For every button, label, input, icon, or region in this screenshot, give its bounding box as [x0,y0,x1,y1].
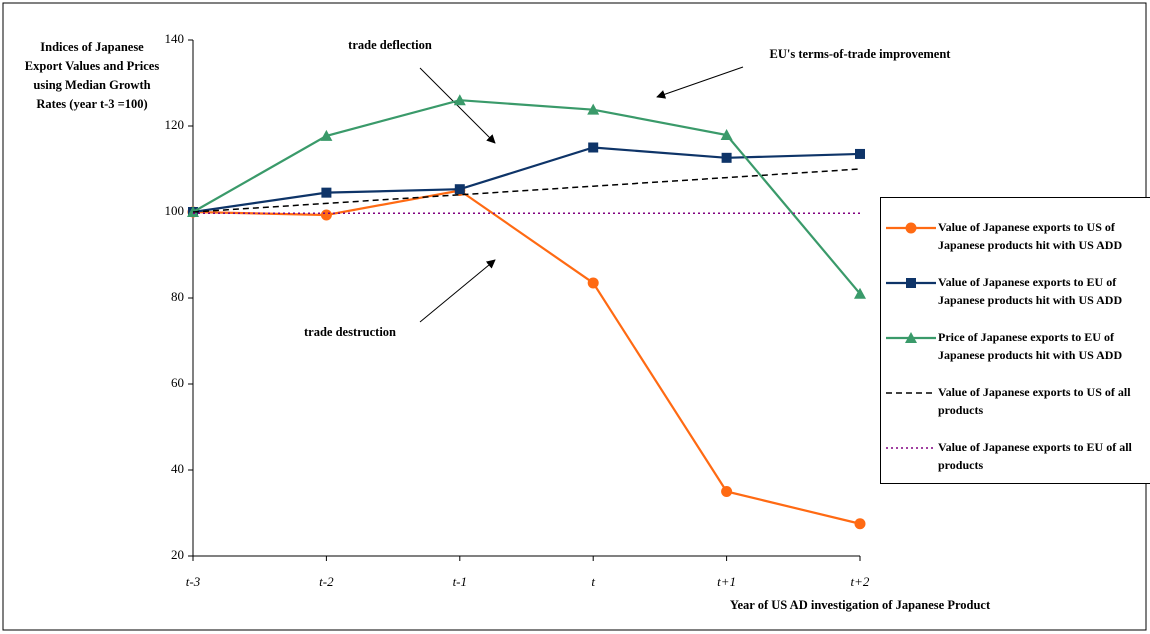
x-tick-label: t+1 [717,574,736,589]
legend-keys [886,222,936,449]
point [587,277,599,289]
legend-label: Value of Japanese exports to US of Japan… [938,220,1123,252]
y-tick-label: 40 [171,461,184,476]
annotation: trade deflection [348,38,432,52]
annotation: trade destruction [304,325,396,339]
point [721,486,733,497]
legend-label: Value of Japanese exports to EU of all p… [938,440,1132,472]
x-tick-label: t+2 [851,574,870,589]
y-tick-label: 60 [171,375,184,390]
point [587,103,600,115]
x-tick-label: t-3 [186,574,201,589]
legend-label: Price of Japanese exports to EU of Japan… [938,330,1123,362]
legend: Value of Japanese exports to US of Japan… [880,197,1150,484]
x-axis-label: Year of US AD investigation of Japanese … [730,598,991,612]
point [905,222,917,234]
series-line [192,168,861,213]
point [454,184,465,195]
point [906,278,916,288]
x-tick-label: t-1 [453,574,467,589]
y-tick-label: 120 [165,117,185,132]
arrow [656,66,744,99]
point [905,332,917,343]
point [855,148,865,159]
point [588,142,599,153]
point [453,94,466,106]
y-axis-label: Indices of Japanese Export Values and Pr… [24,40,160,111]
y-tick-label: 140 [165,31,185,46]
series-line [192,189,861,525]
y-tick-label: 20 [171,547,184,562]
point [320,129,333,141]
point [321,187,332,198]
x-tick-label: t [591,574,595,589]
y-tick-label: 80 [171,289,184,304]
series-line [192,99,861,295]
legend-label: Value of Japanese exports to US of all p… [938,385,1131,417]
x-tick-label: t-2 [319,574,334,589]
point [721,152,732,163]
arrow [419,67,496,144]
legend-label: Value of Japanese exports to EU of Japan… [938,275,1123,307]
series-line [192,146,861,214]
annotation: EU's terms-of-trade improvement [770,47,952,61]
point [320,209,332,221]
point [854,287,866,299]
point [720,129,733,141]
y-tick-label: 100 [165,203,185,218]
point [854,518,866,530]
arrow [419,259,496,323]
